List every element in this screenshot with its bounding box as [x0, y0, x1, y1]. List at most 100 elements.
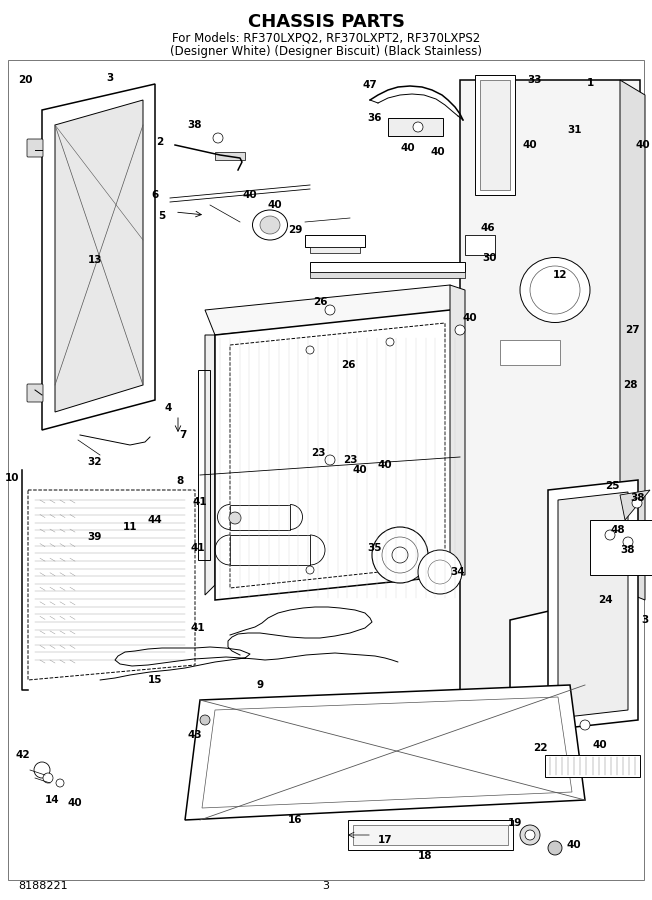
- Text: 48: 48: [611, 525, 625, 535]
- Text: 11: 11: [123, 522, 138, 532]
- Circle shape: [520, 825, 540, 845]
- Text: 38: 38: [621, 545, 635, 555]
- Text: 40: 40: [353, 465, 367, 475]
- Circle shape: [455, 325, 465, 335]
- Bar: [500, 340, 560, 365]
- Circle shape: [386, 338, 394, 346]
- Text: 14: 14: [45, 795, 59, 805]
- Text: 23: 23: [343, 455, 357, 465]
- Ellipse shape: [252, 210, 288, 240]
- Circle shape: [428, 560, 452, 584]
- Text: For Models: RF370LXPQ2, RF370LXPT2, RF370LXPS2: For Models: RF370LXPQ2, RF370LXPT2, RF37…: [172, 32, 480, 44]
- Bar: [348, 820, 513, 850]
- Text: 7: 7: [179, 430, 186, 440]
- Bar: [310, 247, 360, 253]
- Polygon shape: [620, 80, 645, 600]
- Text: 40: 40: [523, 140, 537, 150]
- Text: 41: 41: [193, 497, 207, 507]
- Text: 40: 40: [401, 143, 415, 153]
- Polygon shape: [42, 84, 155, 430]
- Text: 38: 38: [188, 120, 202, 130]
- Polygon shape: [28, 490, 195, 680]
- Circle shape: [413, 122, 423, 132]
- Text: CHASSIS PARTS: CHASSIS PARTS: [248, 13, 404, 31]
- Circle shape: [548, 841, 562, 855]
- Text: 26: 26: [341, 360, 355, 370]
- Circle shape: [43, 773, 53, 783]
- Circle shape: [229, 512, 241, 524]
- Ellipse shape: [520, 257, 590, 322]
- Bar: [590, 520, 652, 575]
- Bar: [545, 755, 640, 777]
- Polygon shape: [548, 480, 638, 730]
- Polygon shape: [450, 285, 465, 575]
- Bar: [230, 505, 290, 530]
- Circle shape: [418, 550, 462, 594]
- Circle shape: [605, 530, 615, 540]
- Text: 10: 10: [5, 473, 20, 483]
- Text: 47: 47: [363, 80, 378, 90]
- Bar: [215, 152, 245, 160]
- Text: 35: 35: [368, 543, 382, 553]
- Text: 8: 8: [177, 476, 184, 486]
- Text: 40: 40: [378, 460, 393, 470]
- Bar: [310, 272, 465, 278]
- Text: 6: 6: [151, 190, 158, 200]
- Text: 13: 13: [88, 255, 102, 265]
- Circle shape: [306, 566, 314, 574]
- Text: 9: 9: [256, 680, 263, 690]
- Text: 40: 40: [463, 313, 477, 323]
- Text: 43: 43: [188, 730, 202, 740]
- Polygon shape: [205, 285, 460, 335]
- Text: 40: 40: [268, 200, 282, 210]
- Circle shape: [56, 779, 64, 787]
- Bar: [230, 535, 310, 565]
- Text: 34: 34: [451, 567, 466, 577]
- Text: 25: 25: [605, 481, 619, 491]
- Polygon shape: [460, 80, 640, 720]
- Bar: [480, 80, 510, 190]
- Text: 27: 27: [625, 325, 640, 335]
- Circle shape: [34, 762, 50, 778]
- Text: 32: 32: [88, 457, 102, 467]
- FancyBboxPatch shape: [27, 139, 43, 157]
- Text: 23: 23: [311, 448, 325, 458]
- Text: 28: 28: [623, 380, 637, 390]
- Text: 19: 19: [508, 818, 522, 828]
- Text: 41: 41: [190, 623, 205, 633]
- FancyBboxPatch shape: [27, 384, 43, 402]
- Circle shape: [213, 133, 223, 143]
- Bar: [305, 235, 365, 247]
- Text: 42: 42: [16, 750, 30, 760]
- Circle shape: [372, 527, 428, 583]
- Text: 15: 15: [148, 675, 162, 685]
- Circle shape: [632, 498, 642, 508]
- Circle shape: [525, 830, 535, 840]
- Text: 3: 3: [323, 881, 329, 891]
- Polygon shape: [620, 490, 650, 520]
- Bar: [465, 235, 495, 255]
- Text: 40: 40: [68, 798, 82, 808]
- Polygon shape: [205, 335, 215, 595]
- Text: 3: 3: [642, 615, 649, 625]
- Text: 1: 1: [586, 78, 593, 88]
- Text: (Designer White) (Designer Biscuit) (Black Stainless): (Designer White) (Designer Biscuit) (Bla…: [170, 46, 482, 58]
- Text: 31: 31: [568, 125, 582, 135]
- Text: 2: 2: [156, 137, 164, 147]
- Circle shape: [580, 720, 590, 730]
- Text: 20: 20: [18, 75, 32, 85]
- Text: 44: 44: [147, 515, 162, 525]
- Text: 30: 30: [482, 253, 497, 263]
- Circle shape: [200, 715, 210, 725]
- Polygon shape: [215, 310, 460, 600]
- Polygon shape: [185, 685, 585, 820]
- Text: 36: 36: [368, 113, 382, 123]
- Text: 22: 22: [533, 743, 547, 753]
- Text: 17: 17: [378, 835, 393, 845]
- Circle shape: [392, 547, 408, 563]
- Text: 5: 5: [158, 211, 166, 221]
- Text: 3: 3: [106, 73, 113, 83]
- Text: 33: 33: [527, 75, 542, 85]
- Polygon shape: [558, 492, 628, 718]
- Text: 39: 39: [88, 532, 102, 542]
